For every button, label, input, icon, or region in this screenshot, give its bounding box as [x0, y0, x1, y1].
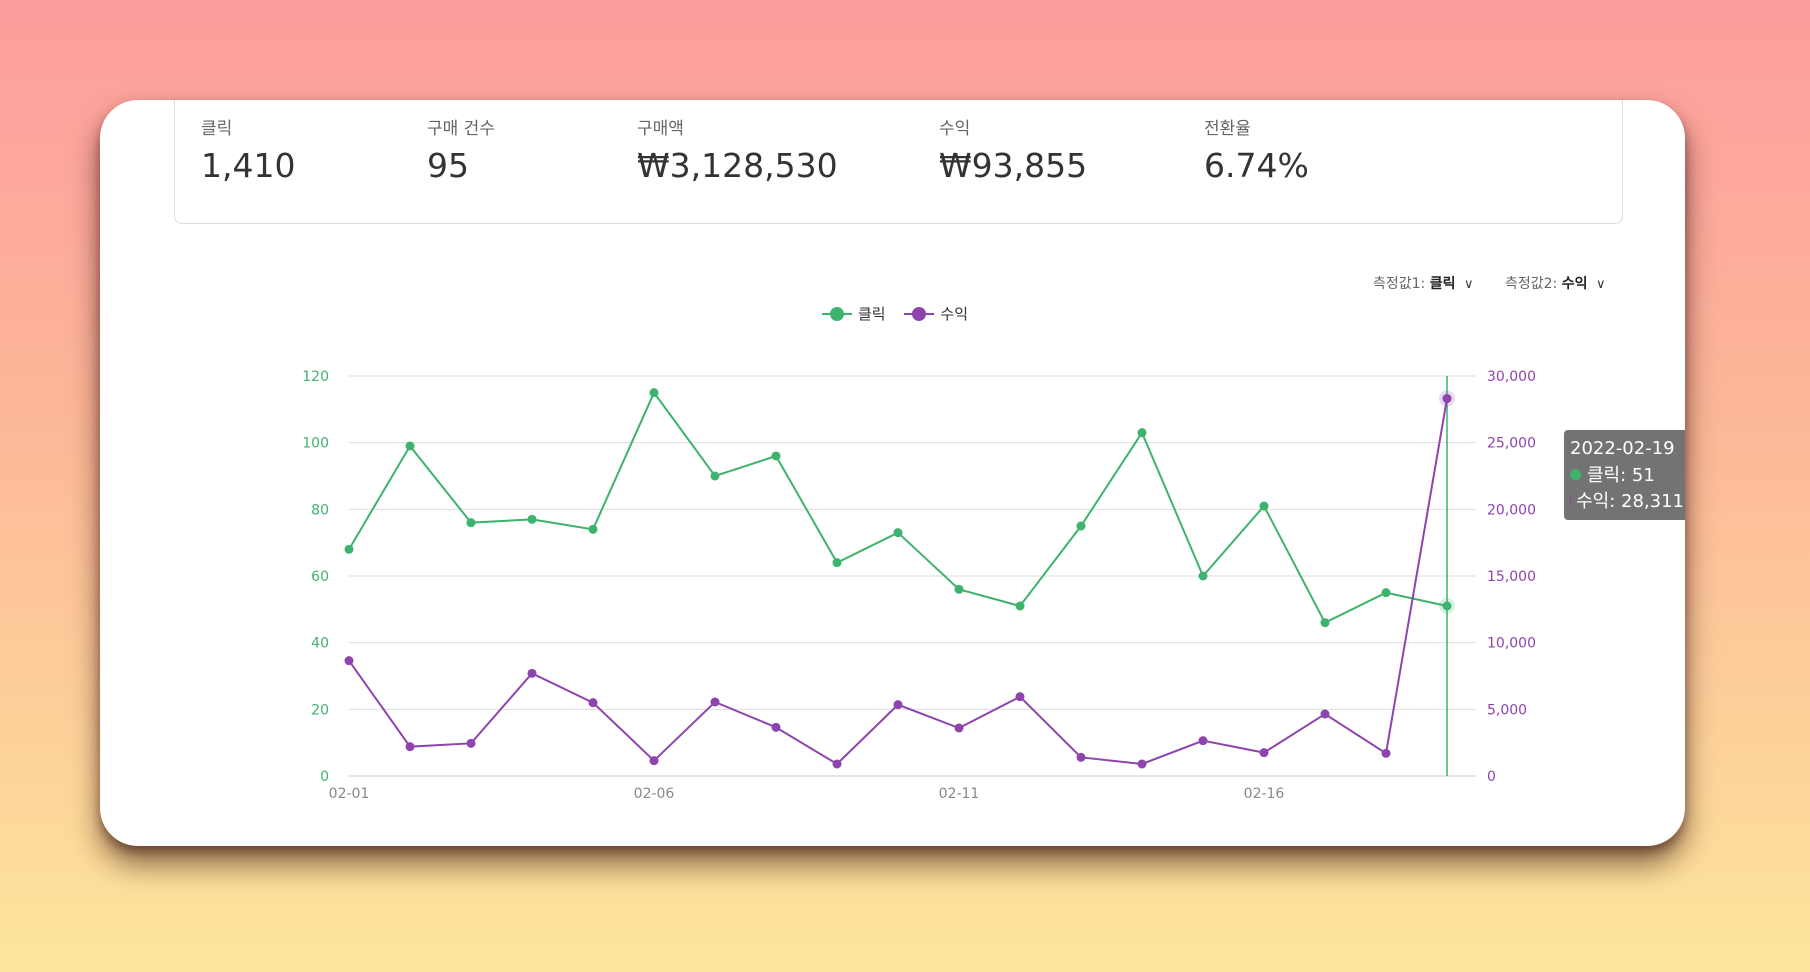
legend-label: 클릭 [858, 305, 886, 323]
y-right-tick-label: 5,000 [1487, 702, 1527, 718]
data-point-clicks [893, 528, 903, 538]
data-point-revenue [832, 759, 842, 769]
tooltip-date: 2022-02-19 [1570, 437, 1675, 459]
stat-value: ₩3,128,530 [637, 146, 838, 185]
y-left-tick-label: 40 [311, 636, 329, 652]
data-point-revenue [1442, 394, 1452, 404]
line-chart: 0 20 40 60 80 100 120 0 5,000 10,000 15,000 20,000 2… [302, 369, 1536, 802]
stat-label: 클릭 [201, 119, 233, 139]
measure2-label: 측정값2: [1505, 276, 1558, 292]
measure1-selector[interactable]: 측정값1: 클릭 ∨ [1373, 273, 1473, 293]
data-point-clicks [832, 558, 842, 568]
stat-value: ₩93,855 [939, 146, 1088, 185]
data-point-revenue [405, 742, 415, 752]
tooltip-row-clicks: 클릭: 51 [1570, 461, 1684, 487]
chevron-down-icon: ∨ [1595, 277, 1606, 292]
y-left-tick-label: 80 [311, 502, 329, 518]
data-point-revenue [893, 700, 903, 710]
data-point-clicks [405, 441, 415, 451]
summary-stats-panel: 클릭 1,410 구매 건수 95 구매액 ₩3,128,530 수익 ₩93,… [174, 100, 1623, 224]
tooltip-row-revenue: 수익: 28,311 [1570, 487, 1684, 513]
series-line-clicks [348, 390, 1448, 624]
data-point-revenue [527, 668, 537, 678]
data-point-revenue [771, 722, 781, 732]
data-point-clicks [1198, 571, 1208, 581]
stat-label: 전환율 [1204, 119, 1251, 139]
data-point-revenue [954, 723, 964, 733]
data-point-revenue [466, 738, 476, 748]
tooltip-value-revenue: 수익: 28,311 [1576, 491, 1684, 512]
y-right-tick-label: 0 [1487, 769, 1496, 785]
data-point-clicks [710, 471, 720, 481]
data-point-clicks [1076, 521, 1086, 531]
stat-label: 구매 건수 [427, 119, 495, 139]
data-point-clicks [1320, 618, 1330, 628]
chevron-down-icon: ∨ [1463, 277, 1474, 292]
data-point-revenue [1259, 748, 1269, 758]
data-point-clicks [527, 514, 537, 524]
measure1-label: 측정값1: [1373, 276, 1426, 292]
data-point-clicks [466, 518, 476, 528]
y-right-tick-label: 10,000 [1487, 636, 1536, 652]
data-point-revenue [344, 656, 354, 666]
data-point-revenue [649, 756, 659, 766]
data-point-revenue [1015, 692, 1025, 702]
chart-legend: 클릭 수익 [822, 303, 982, 325]
data-point-clicks [1015, 601, 1025, 611]
data-point-revenue [1076, 752, 1086, 762]
stat-value: 1,410 [201, 146, 296, 185]
stat-value: 6.74% [1204, 146, 1309, 185]
chart-card: 클릭 1,410 구매 건수 95 구매액 ₩3,128,530 수익 ₩93,… [100, 100, 1685, 846]
stat-label: 구매액 [637, 119, 684, 139]
data-point-clicks [771, 451, 781, 461]
legend-label: 수익 [940, 305, 968, 323]
y-left-tick-label: 20 [311, 702, 329, 718]
data-point-clicks [954, 584, 964, 594]
y-left-tick-label: 60 [311, 569, 329, 585]
measure2-selector[interactable]: 측정값2: 수익 ∨ [1505, 273, 1605, 293]
x-tick-label: 02-01 [329, 786, 370, 802]
data-point-clicks [1259, 501, 1269, 511]
data-point-revenue [1198, 736, 1208, 746]
y-left-tick-label: 0 [320, 769, 329, 785]
data-point-clicks [1442, 601, 1452, 611]
tooltip-value-clicks: 클릭: 51 [1587, 465, 1655, 486]
data-point-revenue [710, 697, 720, 707]
data-point-revenue [1137, 759, 1147, 769]
y-right-tick-label: 25,000 [1487, 436, 1536, 452]
y-left-tick-label: 120 [302, 369, 329, 385]
data-point-revenue [1320, 709, 1330, 719]
measure2-value: 수익 [1561, 276, 1588, 292]
data-point-clicks [344, 544, 354, 554]
y-right-tick-label: 30,000 [1487, 369, 1536, 385]
x-tick-label: 02-11 [939, 786, 980, 802]
y-right-tick-label: 15,000 [1487, 569, 1536, 585]
data-point-clicks [1137, 428, 1147, 438]
legend-swatch-revenue [904, 306, 935, 321]
chart-tooltip: 2022-02-19 클릭: 51 수익: 28,311 [1564, 430, 1685, 520]
legend-swatch-clicks [822, 306, 852, 321]
stat-value: 95 [427, 146, 469, 185]
y-left-tick-label: 100 [302, 436, 329, 452]
data-point-clicks [1381, 588, 1391, 598]
data-point-revenue [1381, 748, 1391, 758]
y-right-tick-label: 20,000 [1487, 502, 1536, 518]
stat-label: 수익 [939, 119, 971, 139]
measure1-value: 클릭 [1429, 276, 1456, 292]
data-point-clicks [649, 388, 659, 398]
tooltip-dot-clicks [1570, 468, 1581, 480]
data-point-clicks [588, 524, 598, 534]
x-tick-label: 02-16 [1244, 786, 1285, 802]
legend-item-clicks[interactable]: 클릭 [822, 303, 886, 324]
data-point-revenue [588, 698, 598, 708]
legend-item-revenue[interactable]: 수익 [904, 303, 968, 324]
x-tick-label: 02-06 [634, 786, 675, 802]
